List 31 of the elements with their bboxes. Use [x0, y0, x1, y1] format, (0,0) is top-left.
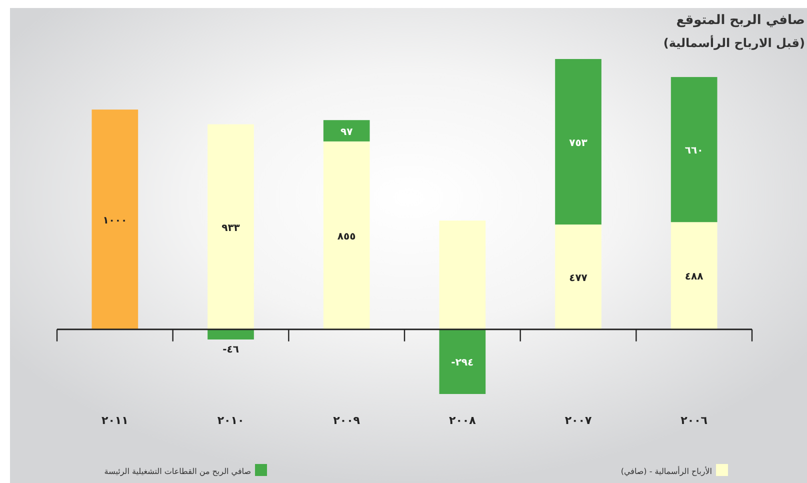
legend-label: الأرباح الرأسمالية - (صافي) [620, 466, 712, 476]
bar [555, 59, 602, 225]
bar [208, 329, 254, 340]
data-label: ٩٧ [340, 126, 353, 138]
x-tick-label: ٢٠١١ [101, 414, 128, 427]
data-label: ٤٧٧ [569, 272, 588, 284]
x-tick-label: ٢٠١٠ [217, 414, 244, 427]
bar [92, 110, 138, 330]
data-label: ٩٣٣ [222, 222, 240, 234]
bar [439, 329, 486, 394]
legend-label: صافي الربح من القطاعات التشغيلية الرئيسة [104, 467, 252, 476]
bar [323, 120, 370, 142]
data-label: -٢٩٤ [451, 358, 474, 369]
data-label: ١٠٠٠ [102, 215, 128, 226]
x-tick-label: ٢٠٠٧ [564, 414, 592, 427]
data-label: ٨٥٥ [337, 231, 356, 242]
data-label: -٤٦ [222, 344, 239, 356]
bar [670, 222, 718, 330]
bar [670, 77, 718, 222]
data-label: ٤٨٨ [684, 272, 704, 283]
data-label: ٧٥٣ [569, 138, 588, 149]
chart-subtitle: (قبل الارباح الرأسمالية) [663, 35, 805, 50]
x-tick-label: ٢٠٠٦ [680, 414, 708, 427]
bar [555, 224, 602, 330]
chart-title: صافي الربح المتوقع [676, 13, 805, 28]
bar [439, 220, 486, 330]
x-tick-label: ٢٠٠٩ [333, 414, 360, 427]
bar [323, 141, 370, 330]
data-label: ٦٦٠ [684, 146, 704, 157]
x-tick-label: ٢٠٠٨ [448, 414, 476, 427]
bar [208, 124, 254, 330]
